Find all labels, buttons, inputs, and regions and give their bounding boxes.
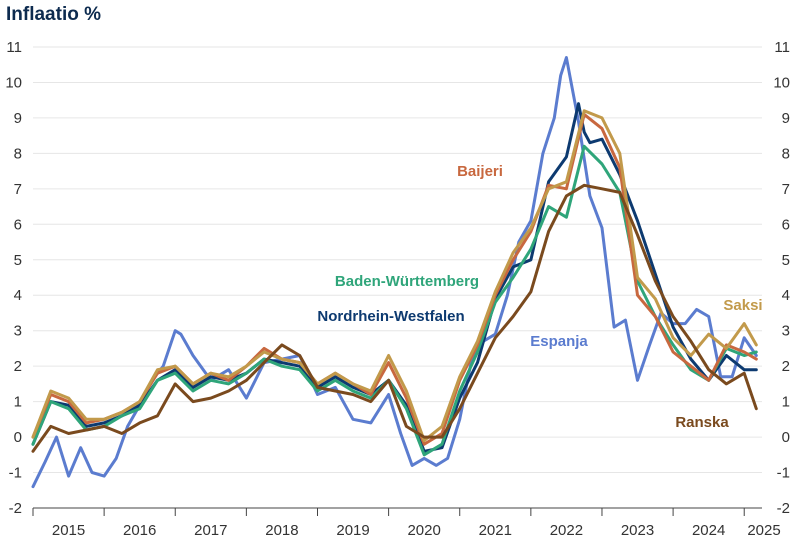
y-tick-label-right: 11 bbox=[774, 39, 790, 56]
x-tick-label: 2021 bbox=[479, 522, 512, 539]
y-tick-label-left: 1 bbox=[14, 394, 22, 411]
y-tick-label-left: -1 bbox=[9, 465, 22, 482]
y-tick-label-left: 10 bbox=[5, 74, 22, 91]
x-tick-label: 2025 bbox=[747, 522, 780, 539]
y-tick-label-right: -1 bbox=[777, 465, 790, 482]
series-line-baden-w-rttemberg bbox=[31, 144, 758, 457]
y-tick-label-left: 3 bbox=[14, 323, 22, 340]
y-tick-label-left: 11 bbox=[6, 39, 22, 56]
y-tick-label-right: 6 bbox=[782, 216, 790, 233]
y-tick-label-left: 5 bbox=[14, 252, 22, 269]
y-tick-label-left: 0 bbox=[14, 429, 22, 446]
series-label: Ranska bbox=[675, 414, 729, 431]
x-tick-label: 2020 bbox=[407, 522, 440, 539]
x-tick-label: 2017 bbox=[194, 522, 227, 539]
y-tick-label-left: 8 bbox=[14, 145, 22, 162]
y-tick-label-right: 2 bbox=[782, 358, 790, 375]
series-line-ranska bbox=[31, 183, 758, 453]
x-tick-label: 2016 bbox=[123, 522, 156, 539]
y-tick-label-left: 4 bbox=[14, 287, 22, 304]
x-tick-label: 2022 bbox=[550, 522, 583, 539]
y-tick-label-right: 5 bbox=[782, 252, 790, 269]
y-tick-label-right: 4 bbox=[782, 287, 790, 304]
x-tick-label: 2018 bbox=[265, 522, 298, 539]
y-tick-label-right: 3 bbox=[782, 323, 790, 340]
series-label: Baden-Württemberg bbox=[335, 273, 479, 290]
x-tick-label: 2023 bbox=[621, 522, 654, 539]
y-tick-label-right: -2 bbox=[777, 500, 790, 517]
y-tick-label-right: 10 bbox=[773, 74, 790, 91]
y-tick-label-right: 1 bbox=[782, 394, 790, 411]
x-tick-label: 2019 bbox=[336, 522, 369, 539]
y-tick-label-left: 2 bbox=[14, 358, 22, 375]
y-tick-label-right: 0 bbox=[782, 429, 790, 446]
y-tick-label-right: 8 bbox=[782, 145, 790, 162]
series-label: Nordrhein-Westfalen bbox=[317, 308, 464, 325]
y-tick-label-left: 7 bbox=[14, 181, 22, 198]
y-tick-label-right: 7 bbox=[782, 181, 790, 198]
y-tick-label-right: 9 bbox=[782, 110, 790, 127]
series-label: Baijeri bbox=[457, 163, 503, 180]
x-tick-label: 2015 bbox=[52, 522, 85, 539]
chart-title: Inflaatio % bbox=[6, 4, 102, 25]
y-tick-label-left: 9 bbox=[14, 110, 22, 127]
y-tick-label-left: -2 bbox=[9, 500, 22, 517]
series-label: Saksi bbox=[723, 297, 762, 314]
x-tick-label: 2024 bbox=[692, 522, 725, 539]
y-tick-label-left: 6 bbox=[14, 216, 22, 233]
series-line-saksi bbox=[31, 109, 758, 443]
series-label: Espanja bbox=[530, 333, 588, 350]
